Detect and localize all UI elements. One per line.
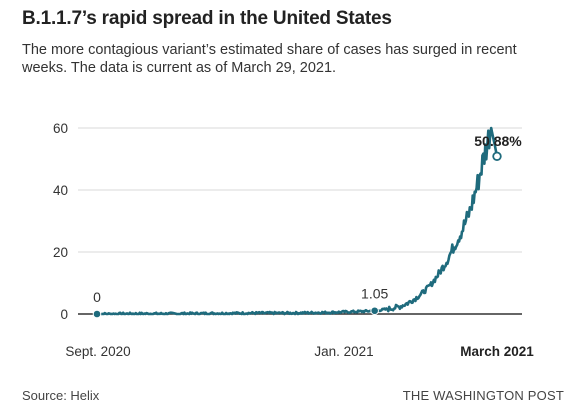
x-tick-labels: Sept. 2020 Jan. 2021 March 2021 [65, 344, 534, 359]
annotation-label-2: 50.88% [474, 133, 522, 149]
y-tick-labels: 0 20 40 60 [53, 121, 68, 322]
gridlines [78, 127, 522, 315]
y-tick-label-40: 40 [53, 183, 68, 198]
x-tick-label-0: Sept. 2020 [65, 344, 130, 359]
annotation-point-1 [370, 306, 379, 316]
chart-title: B.1.1.7’s rapid spread in the United Sta… [22, 8, 392, 29]
y-tick-label-0: 0 [60, 307, 68, 322]
x-tick-label-1: Jan. 2021 [314, 344, 373, 359]
y-tick-label-20: 20 [53, 245, 68, 260]
source-note: Source: Helix [22, 388, 100, 403]
annotation-point-0 [92, 309, 102, 319]
annotation-label-1: 1.05 [361, 286, 388, 302]
annotation-points [92, 151, 502, 319]
chart-subtitle: The more contagious variant’s estimated … [22, 42, 517, 76]
annotation-point-2 [492, 151, 502, 161]
x-tick-label-2: March 2021 [460, 344, 534, 359]
series-line [95, 126, 499, 316]
publisher-credit: THE WASHINGTON POST [402, 388, 564, 403]
annotation-labels: 0 1.05 50.88% [93, 133, 522, 305]
annotation-label-0: 0 [93, 289, 101, 305]
y-tick-label-60: 60 [53, 121, 68, 136]
